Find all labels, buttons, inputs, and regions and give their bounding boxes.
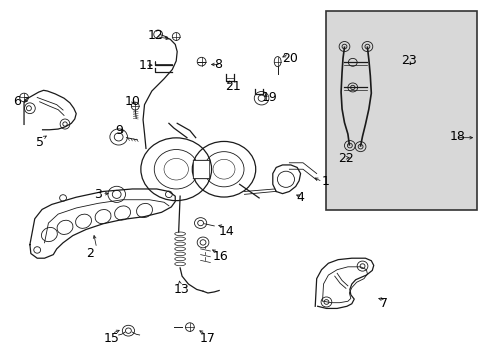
Text: 6: 6 <box>13 95 20 108</box>
Text: 9: 9 <box>115 124 122 138</box>
Text: 2: 2 <box>86 247 94 260</box>
Text: 20: 20 <box>282 51 298 64</box>
Text: 11: 11 <box>139 59 154 72</box>
Text: 12: 12 <box>148 29 163 42</box>
Text: 23: 23 <box>401 54 416 67</box>
Text: 22: 22 <box>338 152 353 165</box>
Text: 19: 19 <box>261 91 277 104</box>
Text: 10: 10 <box>125 95 141 108</box>
Text: 17: 17 <box>199 332 215 345</box>
Text: 13: 13 <box>173 283 189 296</box>
Bar <box>193 160 209 178</box>
Text: 7: 7 <box>379 297 387 310</box>
Bar <box>326 12 476 211</box>
Text: 3: 3 <box>94 188 102 201</box>
Text: 1: 1 <box>321 175 329 188</box>
Text: 14: 14 <box>219 225 234 238</box>
Text: 16: 16 <box>212 249 228 262</box>
Text: 4: 4 <box>296 192 304 204</box>
Text: 5: 5 <box>36 136 44 149</box>
Text: 15: 15 <box>104 332 120 345</box>
Text: 21: 21 <box>224 80 240 93</box>
Text: 18: 18 <box>448 130 464 143</box>
Text: 8: 8 <box>214 58 222 71</box>
